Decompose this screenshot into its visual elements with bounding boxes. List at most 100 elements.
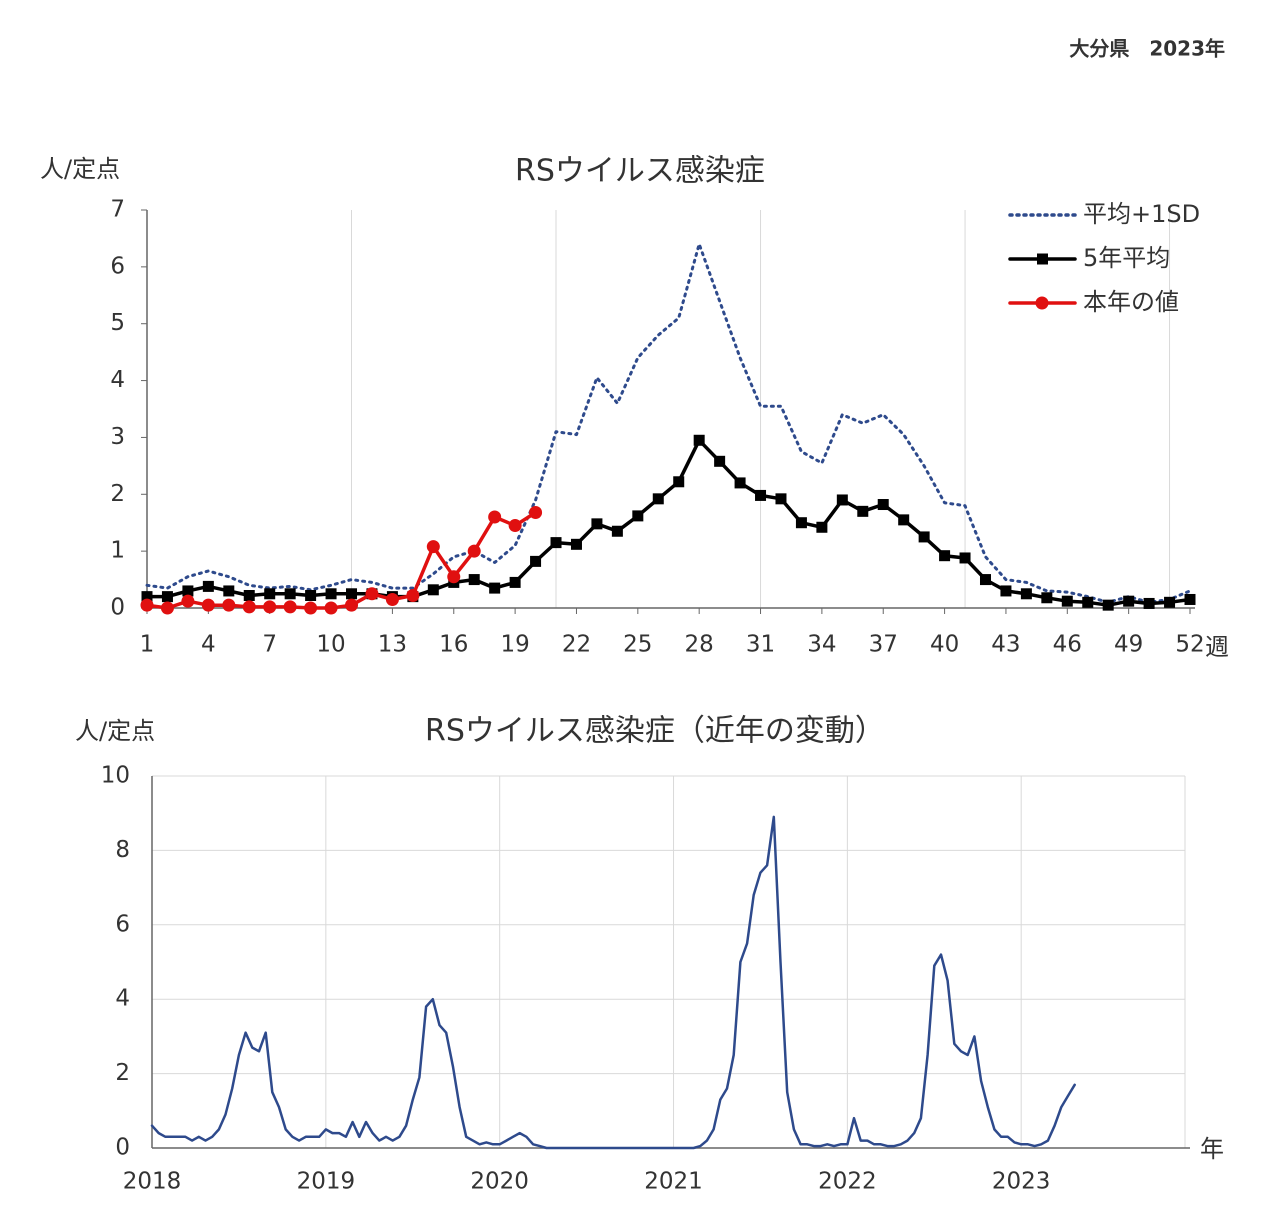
marker bbox=[1041, 592, 1053, 604]
y-tick-label: 2 bbox=[115, 1060, 130, 1086]
y-tick-label: 7 bbox=[110, 197, 125, 223]
marker bbox=[488, 510, 502, 524]
series-line bbox=[145, 438, 1192, 607]
x-tick-label: 16 bbox=[439, 632, 468, 658]
marker bbox=[242, 600, 256, 614]
header: 大分県 2023年 bbox=[1069, 37, 1225, 61]
y-axis-label: 人/定点 bbox=[75, 717, 155, 745]
x-tick-label: 1 bbox=[140, 632, 155, 658]
x-tick-label: 10 bbox=[316, 632, 345, 658]
marker bbox=[202, 580, 214, 592]
marker bbox=[467, 544, 481, 558]
marker bbox=[182, 585, 194, 597]
marker bbox=[304, 601, 318, 615]
marker bbox=[468, 574, 480, 586]
marker bbox=[529, 505, 543, 519]
marker bbox=[959, 552, 971, 564]
marker bbox=[427, 584, 439, 596]
marker bbox=[345, 598, 359, 612]
y-tick-label: 3 bbox=[110, 424, 125, 450]
marker bbox=[836, 494, 848, 506]
marker bbox=[611, 525, 623, 537]
marker bbox=[755, 489, 767, 501]
x-tick-label: 2018 bbox=[123, 1169, 182, 1195]
marker bbox=[406, 588, 420, 602]
x-tick-label: 34 bbox=[807, 632, 836, 658]
y-tick-label: 4 bbox=[115, 986, 130, 1012]
x-tick-label: 52 bbox=[1175, 632, 1204, 658]
x-tick-label: 43 bbox=[991, 632, 1020, 658]
marker bbox=[530, 555, 542, 567]
x-tick-label: 2020 bbox=[470, 1169, 529, 1195]
legend-label: 本年の値 bbox=[1083, 288, 1179, 316]
y-tick-label: 0 bbox=[110, 595, 125, 621]
legend-label: 平均+1SD bbox=[1083, 200, 1200, 228]
marker bbox=[181, 594, 195, 608]
marker bbox=[1082, 596, 1094, 608]
marker bbox=[570, 538, 582, 550]
marker bbox=[263, 600, 277, 614]
marker bbox=[284, 588, 296, 600]
marker bbox=[1123, 595, 1135, 607]
x-tick-label: 7 bbox=[262, 632, 277, 658]
marker bbox=[795, 517, 807, 529]
x-tick-label: 46 bbox=[1053, 632, 1082, 658]
marker bbox=[283, 600, 297, 614]
x-tick-label: 22 bbox=[562, 632, 591, 658]
marker bbox=[1143, 597, 1155, 609]
marker bbox=[508, 519, 522, 533]
y-tick-label: 1 bbox=[110, 538, 125, 564]
marker bbox=[550, 537, 562, 549]
marker bbox=[447, 570, 461, 584]
y-tick-label: 2 bbox=[110, 481, 125, 507]
x-tick-label: 31 bbox=[746, 632, 775, 658]
marker bbox=[243, 589, 255, 601]
marker bbox=[509, 576, 521, 588]
y-tick-label: 5 bbox=[110, 310, 125, 336]
marker bbox=[222, 598, 236, 612]
chart-title: RSウイルス感染症（近年の変動） bbox=[425, 714, 885, 749]
series-line bbox=[150, 815, 1076, 1150]
y-axis-label: 人/定点 bbox=[40, 155, 120, 183]
marker bbox=[1164, 596, 1176, 608]
x-unit-label: 年 bbox=[1200, 1135, 1224, 1163]
x-tick-label: 40 bbox=[930, 632, 959, 658]
y-tick-label: 8 bbox=[115, 837, 130, 863]
marker bbox=[816, 521, 828, 533]
marker bbox=[160, 601, 174, 615]
marker bbox=[489, 582, 501, 594]
legend-label: 5年平均 bbox=[1083, 244, 1170, 272]
marker bbox=[426, 540, 440, 554]
marker bbox=[161, 591, 173, 603]
x-tick-label: 2019 bbox=[297, 1169, 356, 1195]
marker bbox=[591, 518, 603, 530]
y-tick-label: 6 bbox=[110, 253, 125, 279]
x-unit-label: 週 bbox=[1205, 633, 1229, 661]
marker bbox=[223, 585, 235, 597]
x-tick-label: 37 bbox=[869, 632, 898, 658]
marker bbox=[1000, 585, 1012, 597]
marker bbox=[1061, 595, 1073, 607]
legend-marker bbox=[1037, 253, 1048, 265]
marker bbox=[365, 587, 379, 601]
marker bbox=[324, 601, 338, 615]
marker bbox=[385, 592, 399, 606]
legend-marker bbox=[1035, 296, 1049, 310]
marker bbox=[346, 588, 358, 600]
x-tick-label: 25 bbox=[623, 632, 652, 658]
x-tick-label: 28 bbox=[685, 632, 714, 658]
marker bbox=[1020, 588, 1032, 600]
marker bbox=[939, 550, 951, 562]
marker bbox=[1184, 593, 1196, 605]
x-tick-label: 49 bbox=[1114, 632, 1143, 658]
marker bbox=[305, 589, 317, 601]
marker bbox=[918, 531, 930, 543]
marker bbox=[857, 505, 869, 517]
x-tick-label: 2022 bbox=[818, 1169, 877, 1195]
marker bbox=[652, 493, 664, 505]
marker bbox=[201, 598, 215, 612]
marker bbox=[898, 514, 910, 526]
marker bbox=[693, 434, 705, 446]
y-tick-label: 10 bbox=[101, 763, 130, 789]
